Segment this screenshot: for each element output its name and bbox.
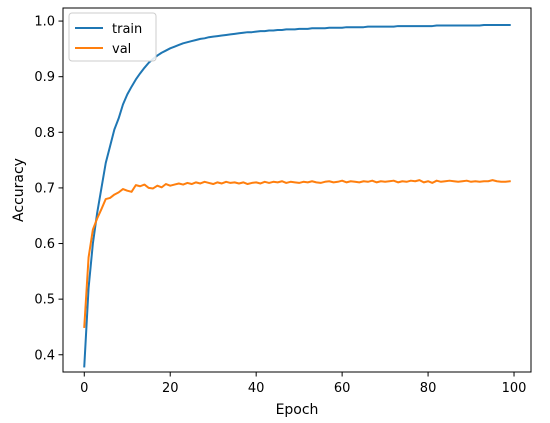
y-tick-label: 0.6 — [34, 237, 55, 252]
y-tick-label: 0.5 — [34, 293, 55, 308]
y-tick-label: 0.8 — [34, 126, 55, 141]
x-tick-label: 100 — [502, 381, 527, 396]
x-tick-label: 0 — [80, 381, 88, 396]
legend: train val — [68, 12, 157, 62]
x-axis-label: Epoch — [276, 402, 319, 418]
y-tick-label: 0.4 — [34, 348, 55, 363]
legend-label-train: train — [112, 22, 142, 37]
x-tick-label: 20 — [162, 381, 179, 396]
x-tick-label: 60 — [334, 381, 351, 396]
x-tick-label: 80 — [420, 381, 437, 396]
series-line-val — [83, 179, 511, 329]
x-tick-label: 40 — [248, 381, 265, 396]
y-tick-label: 0.9 — [34, 70, 55, 85]
plot-frame — [62, 7, 532, 373]
y-tick-label: 1.0 — [34, 15, 55, 30]
y-tick-label: 0.7 — [34, 181, 55, 196]
y-axis-label: Accuracy — [11, 158, 27, 222]
legend-label-val: val — [112, 42, 131, 57]
axes-layer: 0 20 40 60 80 100 0.4 0.5 0.6 0.7 0.8 0.9 1.0 — [34, 7, 532, 396]
